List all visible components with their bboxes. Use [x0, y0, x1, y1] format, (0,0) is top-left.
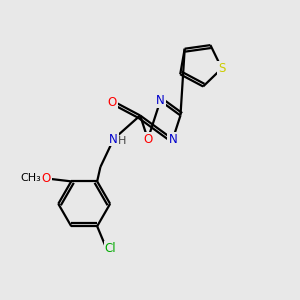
Text: CH₃: CH₃: [20, 173, 41, 183]
Text: O: O: [42, 172, 51, 185]
Text: N: N: [156, 94, 165, 107]
Text: N: N: [168, 133, 177, 146]
Text: Cl: Cl: [105, 242, 116, 255]
Text: H: H: [118, 136, 126, 146]
Text: N: N: [109, 133, 118, 146]
Text: O: O: [107, 96, 117, 109]
Text: O: O: [143, 133, 152, 146]
Text: S: S: [218, 62, 226, 75]
